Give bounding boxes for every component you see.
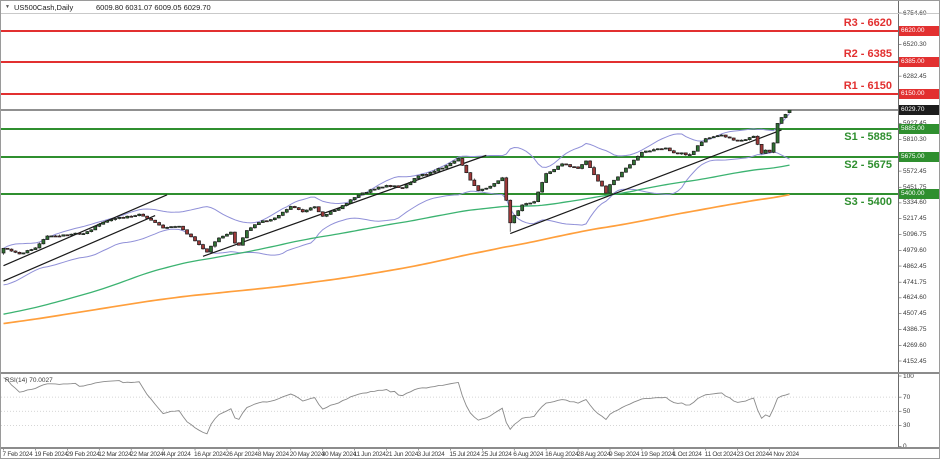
- pane-separator-top[interactable]: [1, 372, 939, 374]
- support-label-s1: S1 - 5885: [844, 131, 892, 144]
- support-label-s2: S2 - 5675: [844, 159, 892, 172]
- rsi-indicator-label: RSI(14) 70.0027: [5, 377, 53, 384]
- price-tag-s2: 5675.00: [899, 152, 939, 163]
- resistance-label-r3: R3 - 6620: [843, 17, 892, 29]
- ohlc-values: 6009.80 6031.07 6009.05 6029.70: [96, 3, 211, 12]
- resistance-label-r1: R1 - 6150: [843, 79, 892, 92]
- price-axis-line: [898, 1, 899, 449]
- chart-header: ▼ US500Cash,Daily 6009.80 6031.07 6009.0…: [1, 1, 939, 14]
- price-tag-r1: 6150.00: [899, 88, 939, 99]
- price-tag-s3: 5400.00: [899, 189, 939, 200]
- symbol-dropdown-icon[interactable]: ▼: [5, 4, 10, 10]
- price-tag-r2: 6385.00: [899, 57, 939, 68]
- symbol-title: US500Cash,Daily: [14, 3, 74, 12]
- current-price-tag: 6029.70: [899, 104, 939, 115]
- price-tag-s1: 5885.00: [899, 124, 939, 135]
- support-label-s3: S3 - 5400: [844, 196, 892, 209]
- price-tag-r3: 6620.00: [899, 26, 939, 36]
- pane-separator-bottom[interactable]: [1, 447, 939, 449]
- resistance-label-r2: R2 - 6385: [843, 48, 892, 61]
